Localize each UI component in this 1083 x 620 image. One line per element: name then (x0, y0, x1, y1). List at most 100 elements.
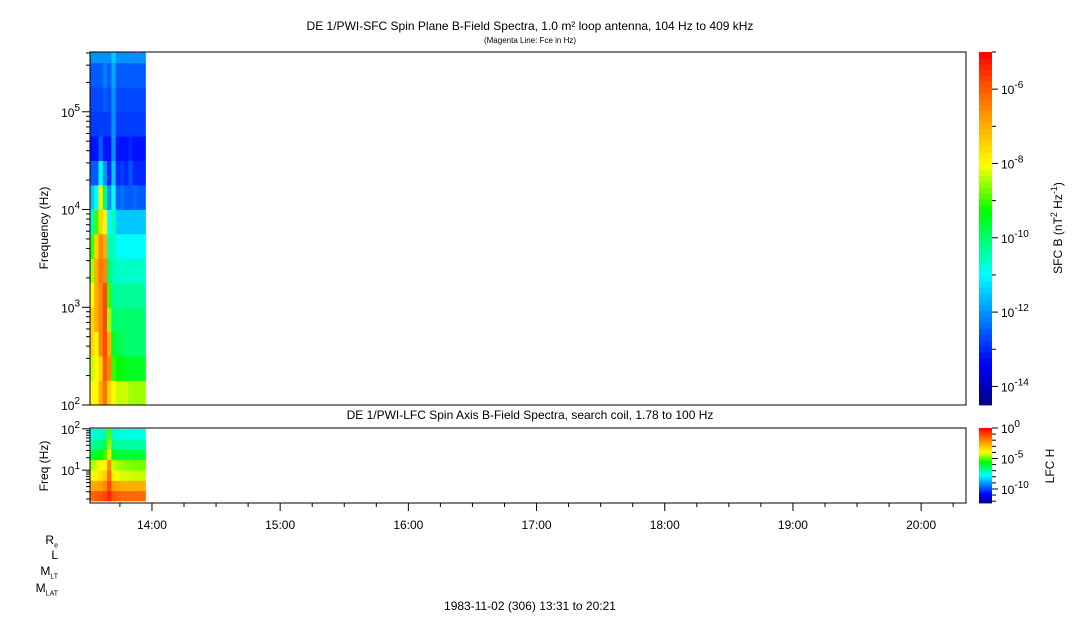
heatmap-cell (128, 52, 134, 64)
heatmap-cell (111, 307, 116, 332)
colorbar-segment (979, 93, 992, 100)
colorbar-segment (979, 375, 992, 382)
heatmap-cell (102, 185, 108, 210)
heatmap-cell (141, 428, 146, 440)
heatmap-cell (94, 62, 99, 88)
colorbar-segment (979, 484, 992, 486)
x-tick-label: 16:00 (393, 518, 423, 532)
colorbar-segment (979, 463, 992, 465)
heatmap-cell (94, 470, 99, 481)
colorbar-segment (979, 431, 992, 434)
colorbar-segment (979, 110, 992, 118)
top-heatmap (90, 52, 146, 406)
heatmap-cell (128, 136, 134, 161)
colorbar-segment (979, 334, 992, 341)
heatmap-cell (137, 428, 142, 440)
heatmap-cell (141, 490, 146, 502)
heatmap-cell (124, 459, 129, 471)
heatmap-cell (107, 62, 112, 88)
heatmap-cell (119, 449, 125, 461)
colorbar-segment (979, 175, 992, 182)
heatmap-cell (128, 307, 134, 332)
heatmap-cell (94, 307, 99, 332)
heatmap-cell (111, 480, 116, 492)
colorbar-segment (979, 429, 992, 431)
colorbar-tick-label: 10-10 (1001, 229, 1029, 246)
heatmap-cell (128, 160, 134, 186)
colorbar-segment (979, 316, 992, 324)
heatmap-cell (90, 470, 95, 481)
heatmap-cell (128, 185, 134, 210)
x-tick-label: 20:00 (906, 518, 936, 532)
heatmap-cell (124, 490, 129, 502)
colorbar-segment (979, 222, 992, 229)
heatmap-cell (119, 490, 125, 502)
colorbar-segment (979, 456, 992, 459)
heatmap-cell (90, 480, 95, 492)
heatmap-cell (137, 480, 142, 492)
heatmap-cell (141, 87, 146, 113)
heatmap-cell (111, 380, 116, 406)
heatmap-cell (90, 258, 95, 284)
heatmap-cell (94, 136, 99, 161)
heatmap-cell (102, 87, 108, 113)
heatmap-cell (90, 233, 95, 259)
heatmap-cell (107, 480, 112, 492)
heatmap-cell (90, 160, 95, 186)
heatmap-cell (94, 160, 99, 186)
heatmap-cell (128, 380, 134, 406)
colorbar-segment (979, 464, 992, 466)
colorbar-segment (979, 481, 992, 484)
heatmap-cell (102, 380, 108, 406)
heatmap-cell (132, 185, 138, 210)
heatmap-cell (124, 439, 129, 450)
heatmap-cell (132, 459, 138, 471)
heatmap-cell (90, 459, 95, 471)
heatmap-cell (124, 449, 129, 461)
colorbar-segment (979, 87, 992, 94)
heatmap-cell (132, 258, 138, 284)
heatmap-cell (132, 490, 138, 502)
heatmap-cell (102, 111, 108, 137)
colorbar-segment (979, 81, 992, 88)
heatmap-cell (137, 258, 142, 284)
colorbar-segment (979, 441, 992, 444)
heatmap-cell (132, 356, 138, 381)
heatmap-cell (119, 52, 125, 64)
heatmap-cell (94, 356, 99, 381)
heatmap-cell (119, 62, 125, 88)
heatmap-cell (119, 185, 125, 210)
heatmap-cell (141, 185, 146, 210)
colorbar-segment (979, 460, 992, 463)
heatmap-cell (124, 307, 129, 332)
y-tick-label: 102 (61, 396, 80, 413)
heatmap-cell (115, 233, 121, 259)
colorbar-segment (979, 240, 992, 247)
colorbar-segment (979, 495, 992, 498)
colorbar-segment (979, 461, 992, 464)
colorbar-segment (979, 480, 992, 483)
colorbar-segment (979, 210, 992, 218)
colorbar-segment (979, 381, 992, 388)
colorbar-segment (979, 436, 992, 439)
heatmap-cell (141, 480, 146, 492)
colorbar-segment (979, 483, 992, 485)
heatmap-cell (115, 331, 121, 357)
colorbar-segment (979, 486, 992, 489)
heatmap-cell (128, 282, 134, 308)
heatmap-cell (128, 480, 134, 492)
colorbar-segment (979, 340, 992, 347)
heatmap-cell (141, 111, 146, 137)
top-plot-frame (89, 51, 967, 406)
heatmap-cell (98, 459, 104, 471)
heatmap-cell (124, 470, 129, 481)
heatmap-cell (102, 209, 108, 235)
heatmap-cell (132, 136, 138, 161)
colorbar-segment (979, 187, 992, 194)
x-tick-label: 19:00 (778, 518, 808, 532)
heatmap-cell (90, 380, 95, 406)
heatmap-cell (137, 209, 142, 235)
heatmap-cell (137, 356, 142, 381)
heatmap-cell (115, 185, 121, 210)
heatmap-cell (90, 428, 95, 440)
